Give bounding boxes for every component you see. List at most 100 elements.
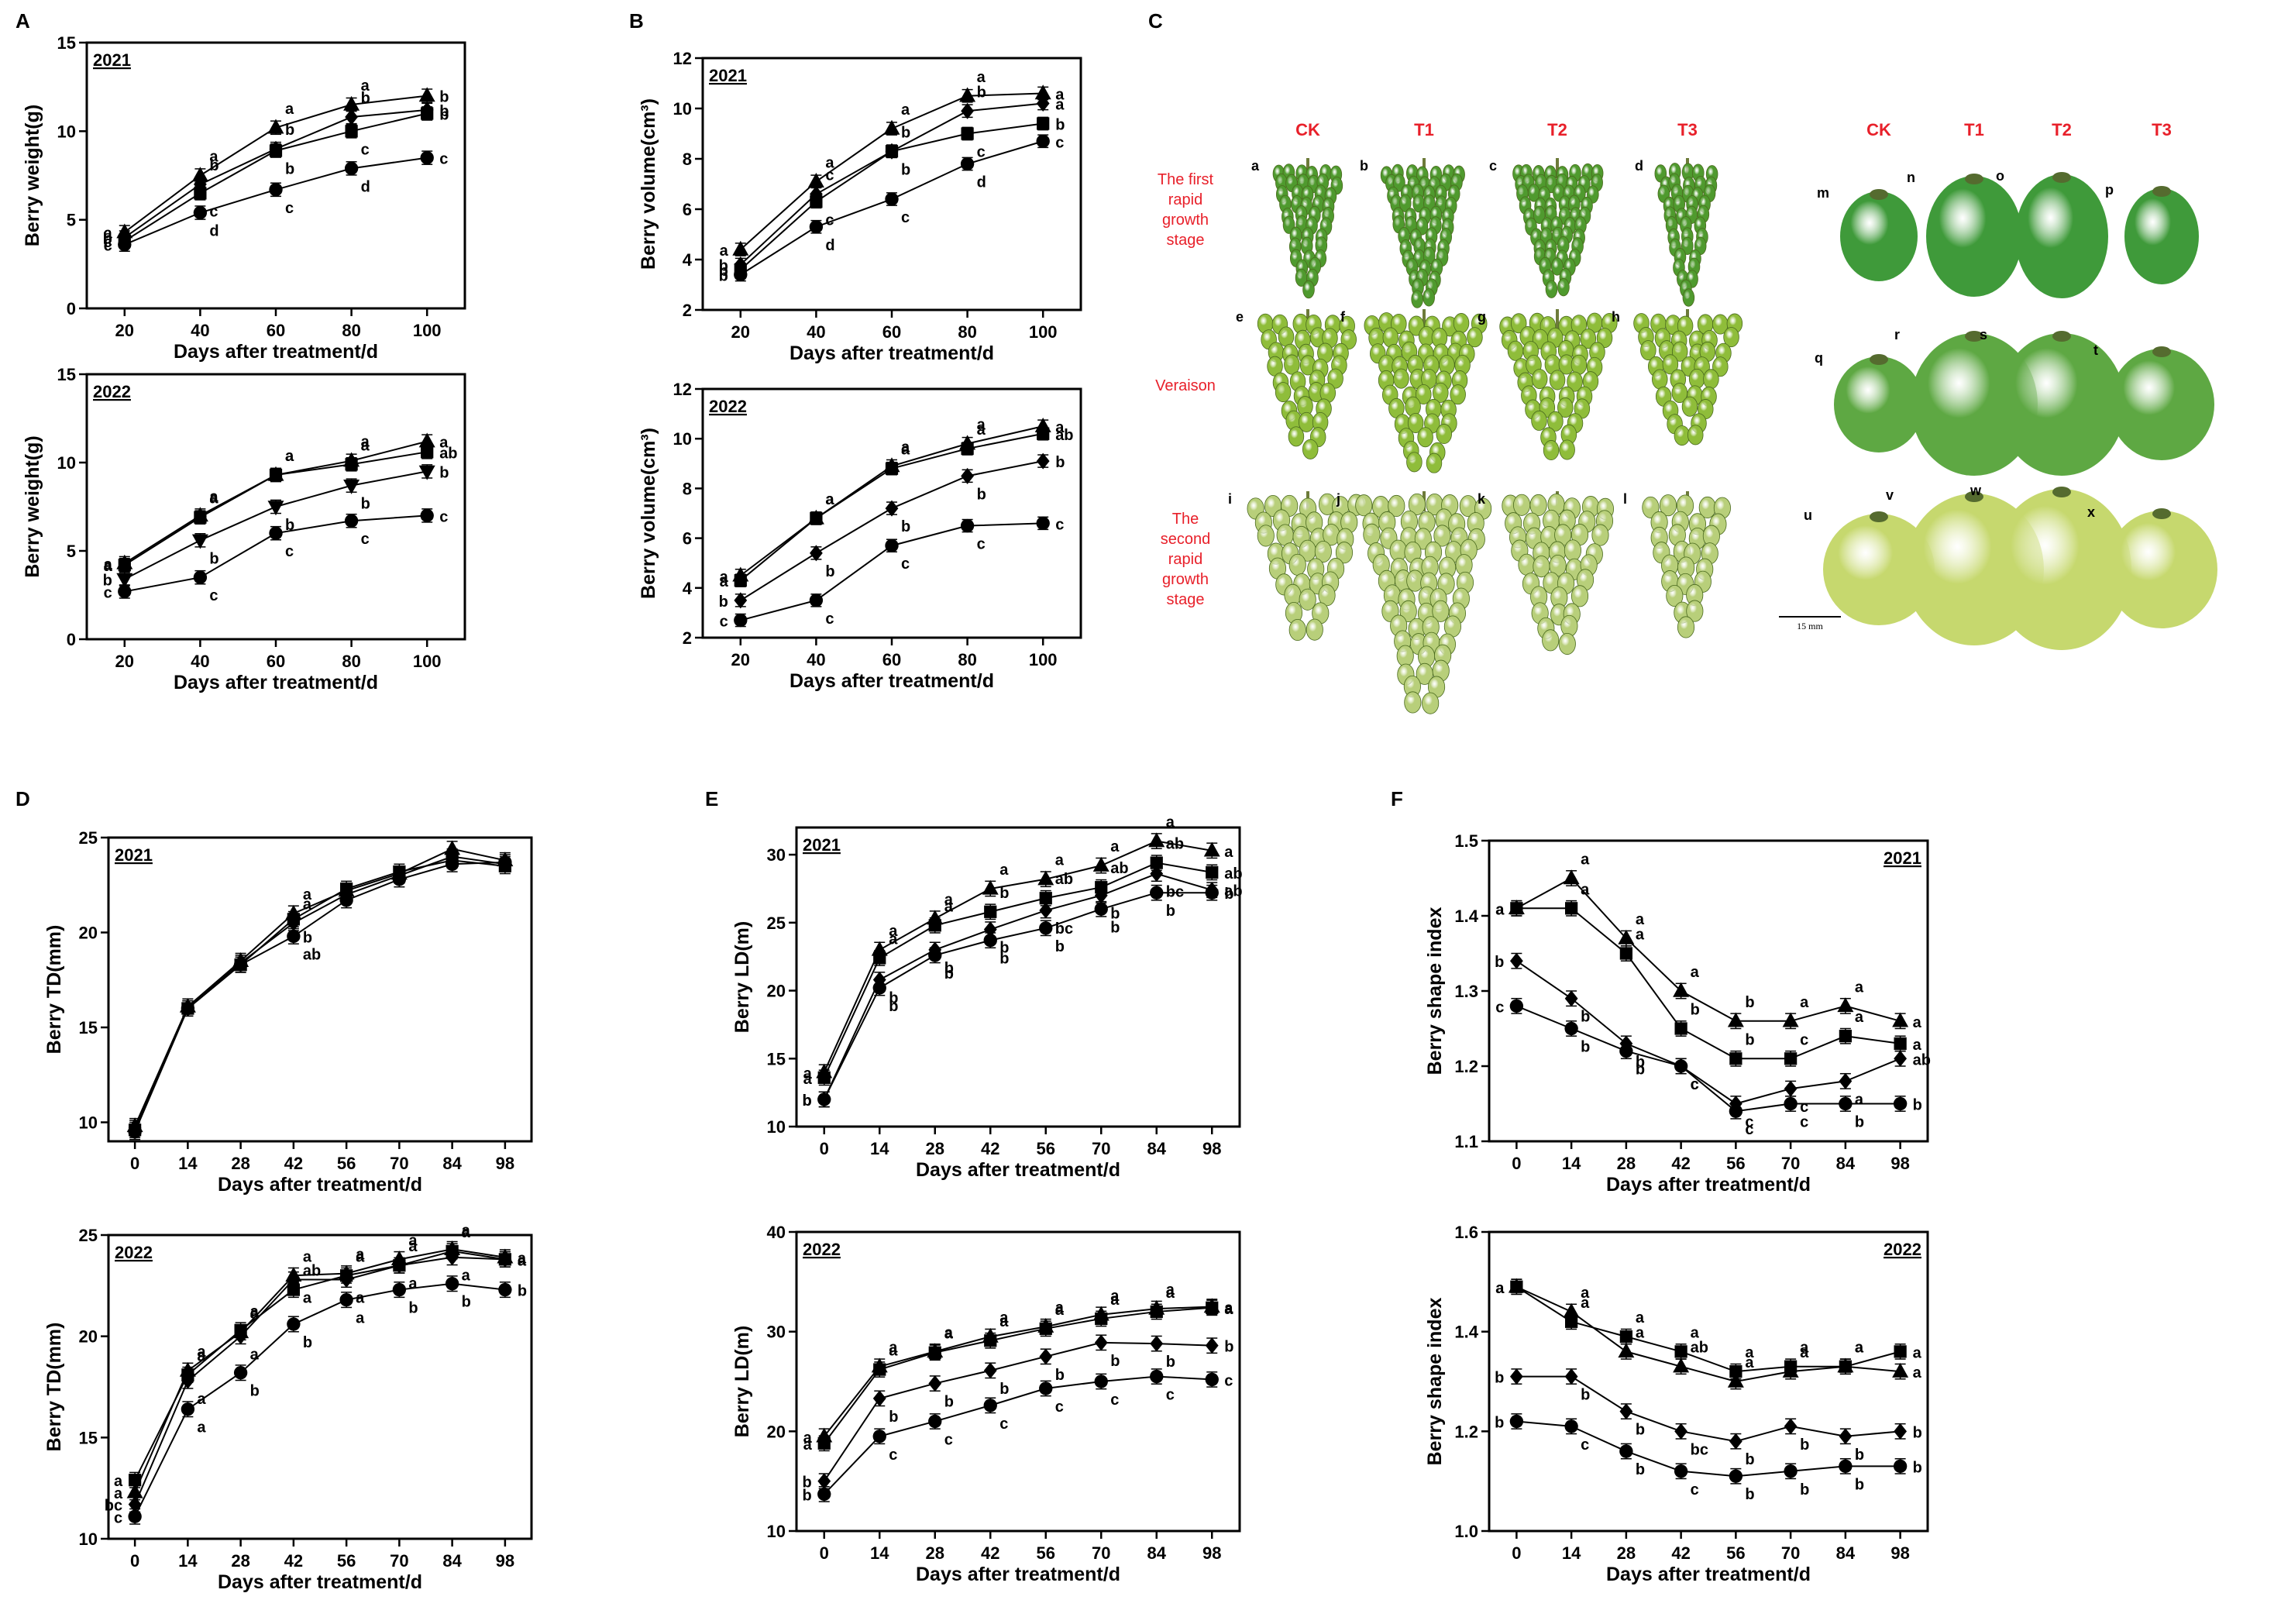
y-tick-label: 4 (683, 579, 693, 598)
significance-letter: b (1495, 1414, 1504, 1431)
significance-letter: a (944, 898, 954, 915)
data-point (267, 119, 284, 134)
data-point (1619, 947, 1632, 960)
significance-letter: a (720, 573, 729, 590)
data-point (193, 205, 208, 220)
significance-letter: a (803, 1065, 813, 1082)
treatment-header-ck: CK (1295, 120, 1320, 139)
significance-letter: b (719, 258, 728, 275)
x-tick-label: 70 (1092, 1543, 1110, 1563)
significance-letter: a (408, 1232, 418, 1249)
data-point (1564, 1021, 1578, 1036)
significance-letter: a (944, 1324, 954, 1341)
data-point (128, 1125, 142, 1139)
significance-letter: a (999, 862, 1009, 879)
data-point (343, 95, 360, 111)
plot-frame (107, 1233, 533, 1540)
significance-letter: b (803, 1487, 812, 1504)
grape-berry (1557, 397, 1574, 418)
chart-a-2022: 0 5 10 15 20 40 60 80 100 Days after treatment/d B… (22, 365, 466, 693)
significance-letter: a (999, 1313, 1009, 1330)
series-line (740, 460, 1044, 601)
significance-letter: ab (1224, 883, 1242, 900)
significance-letter: a (408, 1275, 418, 1292)
grape-berry (1407, 412, 1424, 433)
x-tick-label: 42 (1671, 1543, 1690, 1563)
data-point (1509, 1368, 1523, 1385)
data-point (1564, 1419, 1578, 1433)
data-point (233, 1366, 248, 1380)
significance-letter: b (1800, 1436, 1809, 1454)
significance-letter: b (1745, 1031, 1754, 1048)
significance-letter: a (250, 1303, 260, 1320)
series-triangle: a (126, 840, 514, 1134)
data-point (420, 150, 434, 165)
grape-berry (1340, 329, 1357, 350)
data-point (1839, 1459, 1853, 1474)
significance-letter: b (1581, 1009, 1590, 1026)
y-tick-label: 12 (673, 49, 692, 68)
significance-letter: c (1166, 1387, 1175, 1404)
stage-label-line: growth (1162, 212, 1209, 229)
data-point (1618, 929, 1635, 944)
y-tick-label: 10 (767, 1522, 786, 1541)
x-tick-label: 56 (1726, 1154, 1745, 1173)
significance-letter: b (1855, 1476, 1864, 1493)
grape-berry (1363, 523, 1381, 545)
significance-letter: a (285, 448, 294, 465)
grape-berry (1393, 368, 1409, 389)
significance-letter: b (1224, 886, 1233, 903)
significance-letter: a (1691, 964, 1700, 981)
significance-letter: b (889, 998, 898, 1015)
berry-treatment-header-t2: T2 (2052, 120, 2072, 139)
data-point (444, 840, 461, 855)
data-point (421, 107, 434, 120)
significance-letter: c (889, 1447, 897, 1464)
data-point (1509, 952, 1523, 969)
significance-letter: a (1800, 1340, 1809, 1357)
significance-letter: a (889, 1343, 898, 1360)
chart-b-2022: 2 4 6 8 10 12 20 40 60 80 100 Days after treatment/… (638, 380, 1082, 692)
significance-letter: a (1745, 1344, 1754, 1361)
significance-letter: c (1745, 1114, 1753, 1131)
significance-letter: a (1166, 1285, 1175, 1302)
significance-letter: b (1581, 1387, 1590, 1404)
y-tick-label: 40 (767, 1223, 786, 1242)
significance-letter: a (197, 1419, 206, 1436)
y-tick-label: 10 (57, 453, 76, 473)
data-point (1674, 1059, 1688, 1073)
y-tick-label: 1.1 (1454, 1132, 1478, 1151)
cluster-letter: b (1360, 158, 1368, 174)
grape-berry (1681, 236, 1694, 256)
data-point (961, 442, 974, 456)
x-tick-label: 100 (413, 652, 442, 671)
significance-letter: c (944, 1431, 953, 1448)
data-point (928, 919, 941, 932)
data-point (928, 948, 942, 962)
berry-body (2106, 511, 2217, 628)
data-point (181, 1402, 195, 1416)
data-point (983, 933, 997, 948)
y-tick-label: 1.3 (1454, 982, 1478, 1001)
data-point (1510, 902, 1523, 915)
grape-berry (1257, 525, 1275, 547)
significance-letter: b (1581, 1039, 1590, 1056)
berry-body (2109, 349, 2214, 460)
series-circle: ab (128, 854, 512, 1141)
grape-berry (1411, 290, 1423, 308)
data-point (1206, 1301, 1219, 1314)
significance-letter: c (1691, 1481, 1699, 1498)
significance-letter: a (114, 1485, 123, 1502)
pedicel (2152, 346, 2171, 357)
single-berry-photo (1992, 487, 2131, 650)
data-point (1727, 1012, 1744, 1027)
significance-letter: b (977, 84, 986, 101)
significance-letter: bc (1691, 1441, 1708, 1458)
data-point (1784, 1080, 1798, 1097)
cluster-letter: h (1612, 309, 1620, 325)
data-point (1674, 1423, 1688, 1440)
